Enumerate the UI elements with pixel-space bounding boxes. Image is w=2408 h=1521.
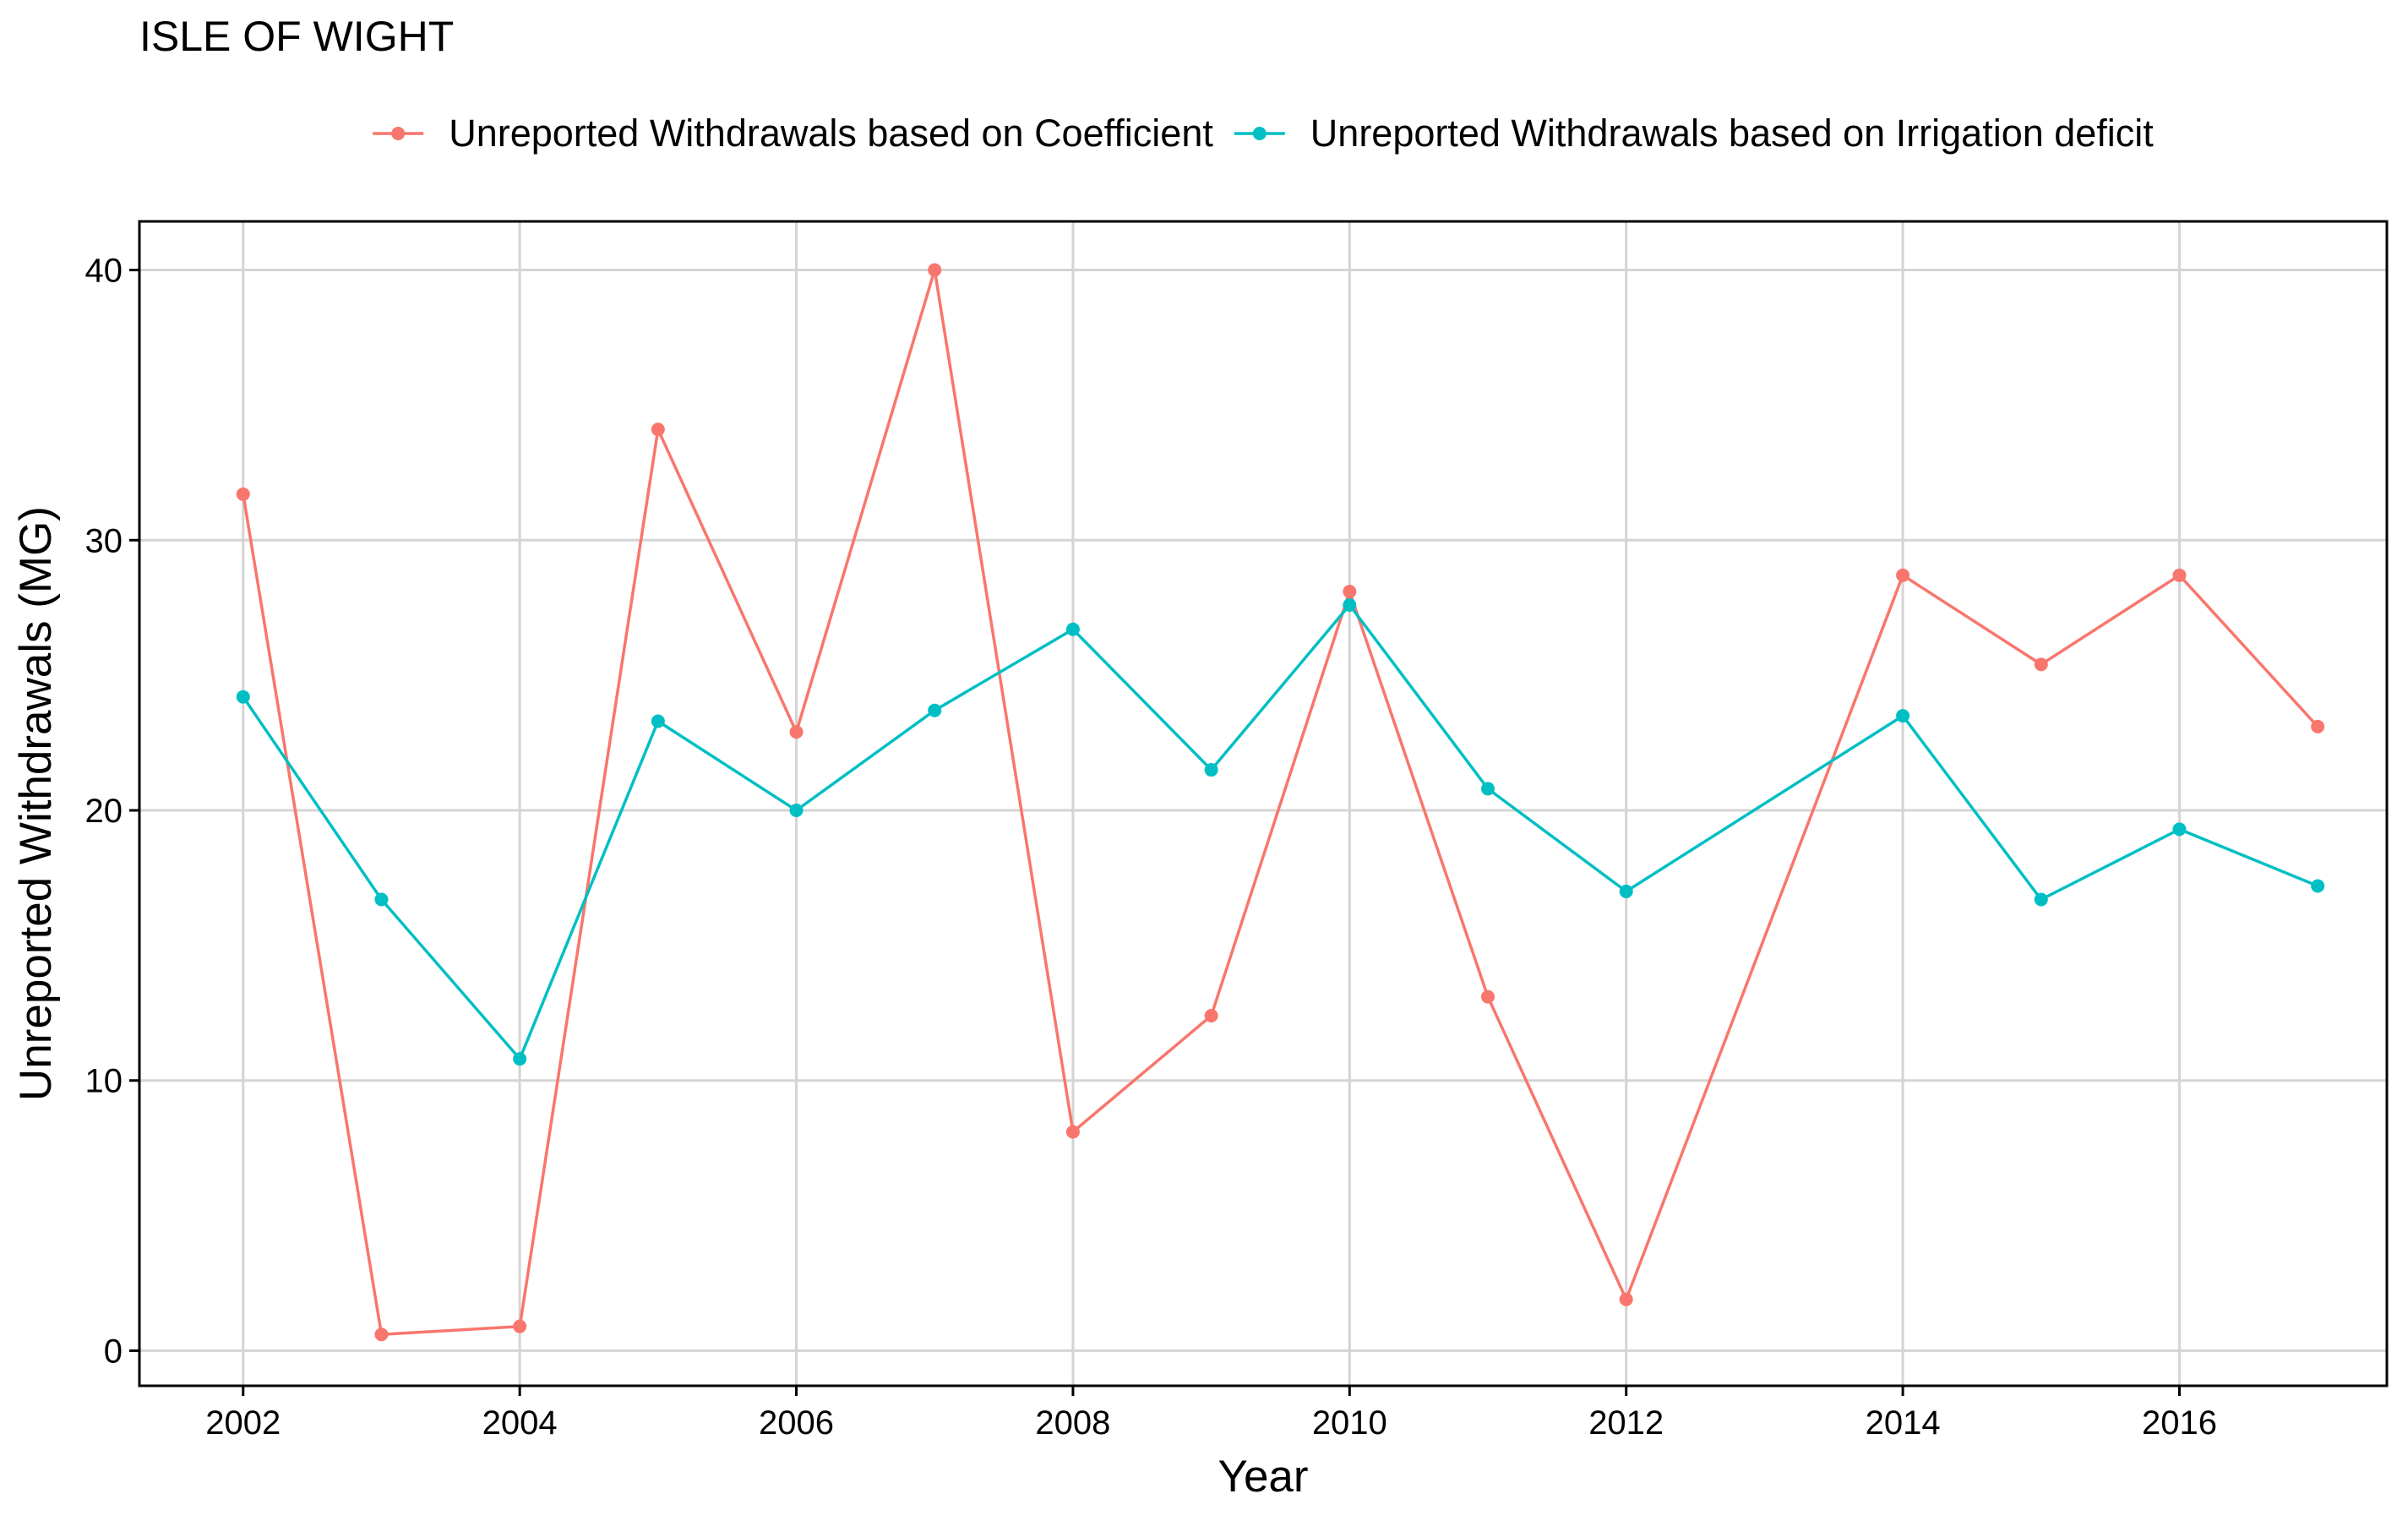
- y-tick-label: 10: [85, 1063, 123, 1100]
- data-point: [236, 690, 250, 704]
- series-1: [236, 263, 2325, 1342]
- x-tick-label: 2004: [482, 1404, 558, 1442]
- data-point: [1343, 585, 1357, 599]
- data-point: [513, 1052, 527, 1066]
- legend: Unreported Withdrawals based on Coeffici…: [373, 112, 2154, 155]
- y-tick-label: 40: [85, 253, 123, 290]
- data-point: [928, 703, 942, 717]
- legend-item-1: Unreported Withdrawals based on Coeffici…: [373, 112, 1213, 155]
- legend-label: Unreported Withdrawals based on Coeffici…: [449, 112, 1213, 155]
- y-tick-label: 20: [85, 793, 123, 830]
- data-point: [789, 725, 804, 739]
- x-tick-label: 2016: [2142, 1404, 2217, 1442]
- data-point: [789, 803, 804, 817]
- legend-key-point: [391, 127, 406, 140]
- legend-key-point: [1252, 127, 1267, 140]
- data-point: [374, 1327, 389, 1342]
- series-line: [242, 603, 2318, 1060]
- data-point: [2034, 892, 2048, 907]
- data-point: [1896, 709, 1910, 723]
- x-tick-label: 2014: [1866, 1404, 1941, 1442]
- data-point: [1619, 884, 1633, 898]
- legend-label: Unreported Withdrawals based on Irrigati…: [1310, 112, 2154, 155]
- data-point: [1896, 568, 1910, 582]
- x-axis-title: Year: [1218, 1452, 1308, 1502]
- data-point: [1204, 1008, 1218, 1022]
- data-point: [1065, 1125, 1080, 1139]
- data-point: [2172, 568, 2187, 582]
- chart-title: ISLE OF WIGHT: [139, 13, 454, 60]
- y-axis: 0 10 20 30 40: [85, 253, 139, 1370]
- data-point: [1619, 1292, 1633, 1306]
- series-2: [236, 598, 2325, 1066]
- y-axis-title: Unreported Withdrawals (MG): [11, 506, 61, 1101]
- data-point: [2311, 879, 2325, 893]
- x-tick-label: 2008: [1035, 1404, 1110, 1442]
- series-layer: [236, 263, 2325, 1342]
- data-point: [1204, 763, 1218, 777]
- x-tick-label: 2002: [205, 1404, 281, 1442]
- plot-panel-border: [138, 220, 2389, 1387]
- data-point: [1481, 782, 1495, 796]
- data-point: [1065, 622, 1080, 636]
- grid-lines: [139, 221, 2387, 1386]
- x-tick-label: 2012: [1588, 1404, 1664, 1442]
- data-point: [236, 487, 250, 501]
- series-line: [242, 268, 2319, 1337]
- data-point: [2172, 822, 2187, 837]
- x-tick-label: 2010: [1312, 1404, 1387, 1442]
- data-point: [2311, 719, 2325, 733]
- data-point: [513, 1319, 527, 1333]
- data-point: [651, 714, 665, 728]
- y-tick-label: 0: [104, 1333, 123, 1370]
- x-axis: 2002 2004 2006 2008 2010 2012 2014 2016: [205, 1386, 2217, 1442]
- y-tick-label: 30: [85, 522, 123, 559]
- data-point: [928, 263, 942, 277]
- data-point: [1343, 598, 1357, 613]
- data-point: [651, 422, 665, 437]
- legend-item-2: Unreported Withdrawals based on Irrigati…: [1234, 112, 2154, 155]
- data-point: [1481, 989, 1495, 1004]
- data-point: [2034, 657, 2048, 672]
- x-tick-label: 2006: [759, 1404, 834, 1442]
- data-point: [374, 892, 389, 907]
